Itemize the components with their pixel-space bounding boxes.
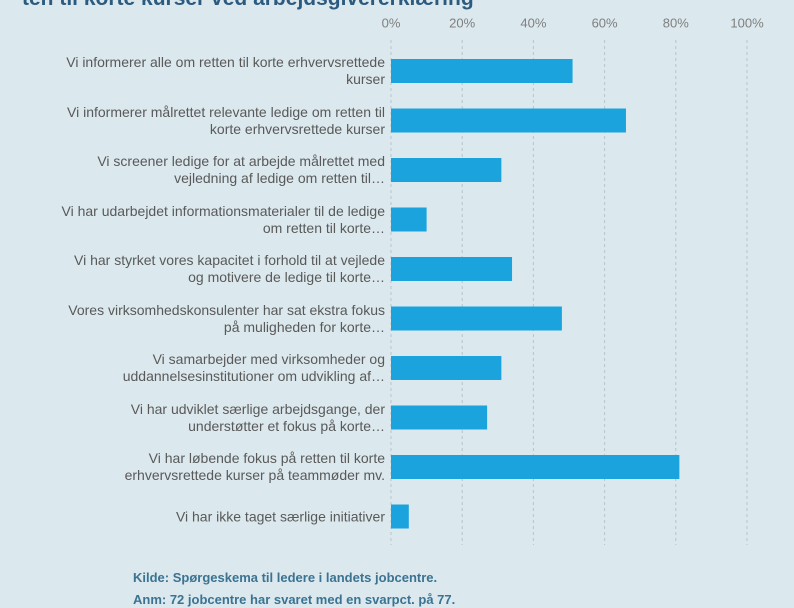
bar: [391, 108, 626, 133]
category-label: Vi informerer alle om retten til korte e…: [66, 54, 385, 87]
x-tick-label: 0%: [382, 15, 401, 30]
x-tick-label: 20%: [449, 15, 475, 30]
bar: [391, 207, 427, 232]
bar: [391, 405, 488, 430]
bar: [391, 356, 502, 380]
bar: [391, 504, 409, 529]
category-label: Vi har udviklet særlige arbejdsgange, de…: [130, 400, 385, 434]
category-label: Vi har styrket vores kapacitet i forhold…: [73, 252, 385, 285]
bar: [391, 59, 573, 83]
category-label: Vi screener ledige for at arbejde målret…: [97, 153, 385, 186]
category-label: Vi samarbejder med virksomheder og uddan…: [122, 351, 385, 384]
category-label: Vi har ikke taget særlige initiativer: [175, 508, 385, 524]
category-label: Vores virksomhedskonsulenter har sat eks…: [68, 301, 385, 335]
x-tick-label: 80%: [663, 15, 689, 30]
category-label: Vi har udarbejdet informationsmaterialer…: [61, 202, 385, 236]
category-label: Vi har løbende fokus på retten til korte…: [124, 450, 385, 483]
footnote: Anm: 72 jobcentre har svaret med en svar…: [133, 592, 456, 607]
category-label: Vi informerer målrettet relevante ledige…: [67, 103, 385, 137]
bar: [391, 158, 502, 182]
bar: [391, 306, 562, 331]
x-tick-label: 100%: [730, 15, 764, 30]
chart-title: ten til korte kurser ved arbejdsgivererk…: [22, 0, 474, 11]
source-note: Kilde: Spørgeskema til ledere i landets …: [133, 570, 438, 585]
bar: [391, 455, 680, 479]
x-tick-label: 40%: [520, 15, 546, 30]
bar: [391, 257, 513, 281]
x-tick-label: 60%: [592, 15, 618, 30]
